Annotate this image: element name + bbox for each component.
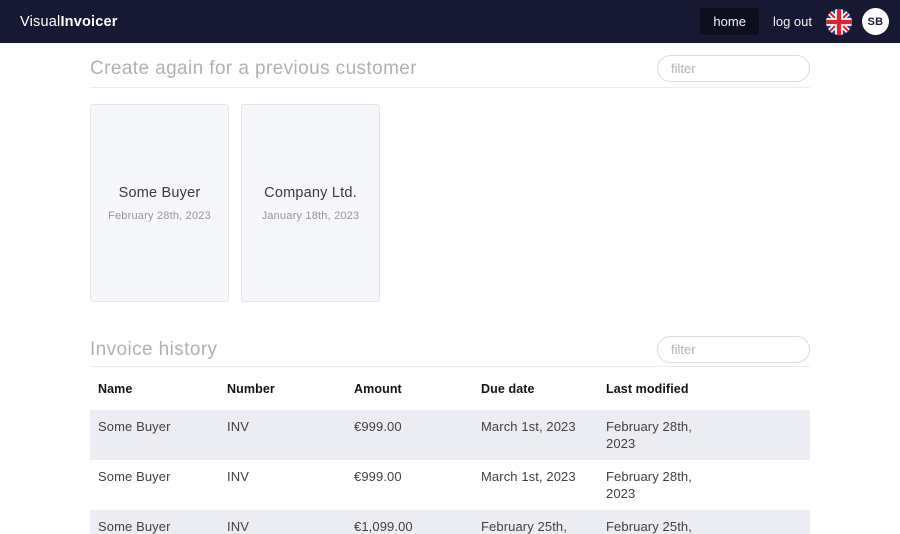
- user-avatar[interactable]: SB: [862, 8, 889, 35]
- cell-amount: €999.00: [354, 419, 402, 434]
- column-header-name: Name: [98, 381, 133, 396]
- customer-card-date: January 18th, 2023: [261, 209, 360, 222]
- customers-filter-input[interactable]: [657, 55, 810, 82]
- table-header-row: Name Number Amount Due date Last modifie…: [90, 367, 810, 410]
- uk-flag-icon: [826, 8, 852, 35]
- app-logo-bold: Invoicer: [60, 13, 118, 30]
- cell-number: INV: [227, 419, 249, 434]
- app-logo: VisualInvoicer: [20, 14, 118, 30]
- cell-number: INV: [227, 518, 249, 534]
- column-header-filler: [702, 367, 810, 410]
- home-button[interactable]: home: [700, 8, 759, 35]
- customers-section-header: Create again for a previous customer: [90, 50, 810, 88]
- customer-card-date: February 28th, 2023: [108, 209, 211, 222]
- table-row[interactable]: Some Buyer INV €999.00 March 1st, 2023 F…: [90, 410, 810, 460]
- cell-last-modified: February 28th, 2023: [606, 419, 692, 451]
- table-row[interactable]: Some Buyer INV €999.00 March 1st, 2023 F…: [90, 460, 810, 510]
- top-nav: home log out SB: [700, 8, 889, 35]
- app-logo-regular: Visual: [20, 13, 61, 30]
- cell-amount: €1,099.00: [354, 518, 413, 534]
- customer-card-name: Company Ltd.: [264, 184, 357, 201]
- cell-name: Some Buyer: [98, 468, 171, 484]
- invoice-filter-input[interactable]: [657, 336, 810, 363]
- cell-due-date: March 1st, 2023: [481, 419, 576, 434]
- main-content: Create again for a previous customer Som…: [90, 50, 810, 534]
- customer-card[interactable]: Company Ltd. January 18th, 2023: [241, 104, 380, 302]
- column-header-due-date: Due date: [481, 381, 535, 396]
- logout-button[interactable]: log out: [772, 14, 812, 29]
- customer-card-list: Some Buyer February 28th, 2023 Company L…: [90, 104, 810, 302]
- cell-name: Some Buyer: [98, 419, 171, 434]
- table-row[interactable]: Some Buyer INV €1,099.00 February 25th, …: [90, 509, 810, 534]
- language-flag-button[interactable]: [826, 8, 852, 35]
- invoice-section-header: Invoice history: [90, 333, 810, 367]
- column-header-last-modified: Last modified: [606, 381, 689, 396]
- invoice-history-table: Name Number Amount Due date Last modifie…: [90, 367, 810, 534]
- invoice-section-title: Invoice history: [90, 338, 218, 360]
- customer-card-name: Some Buyer: [118, 184, 201, 201]
- cell-due-date: March 1st, 2023: [481, 468, 576, 484]
- cell-amount: €999.00: [354, 468, 402, 484]
- column-header-amount: Amount: [354, 381, 402, 396]
- cell-last-modified: February 25th, 2023: [606, 518, 692, 534]
- cell-due-date: February 25th, 2023: [481, 518, 567, 534]
- customer-card[interactable]: Some Buyer February 28th, 2023: [90, 104, 229, 302]
- customers-section-title: Create again for a previous customer: [90, 57, 417, 79]
- cell-number: INV: [227, 468, 249, 484]
- column-header-number: Number: [227, 381, 275, 396]
- cell-name: Some Buyer: [98, 518, 171, 534]
- cell-last-modified: February 28th, 2023: [606, 468, 692, 501]
- top-bar: VisualInvoicer home log out SB: [0, 0, 900, 43]
